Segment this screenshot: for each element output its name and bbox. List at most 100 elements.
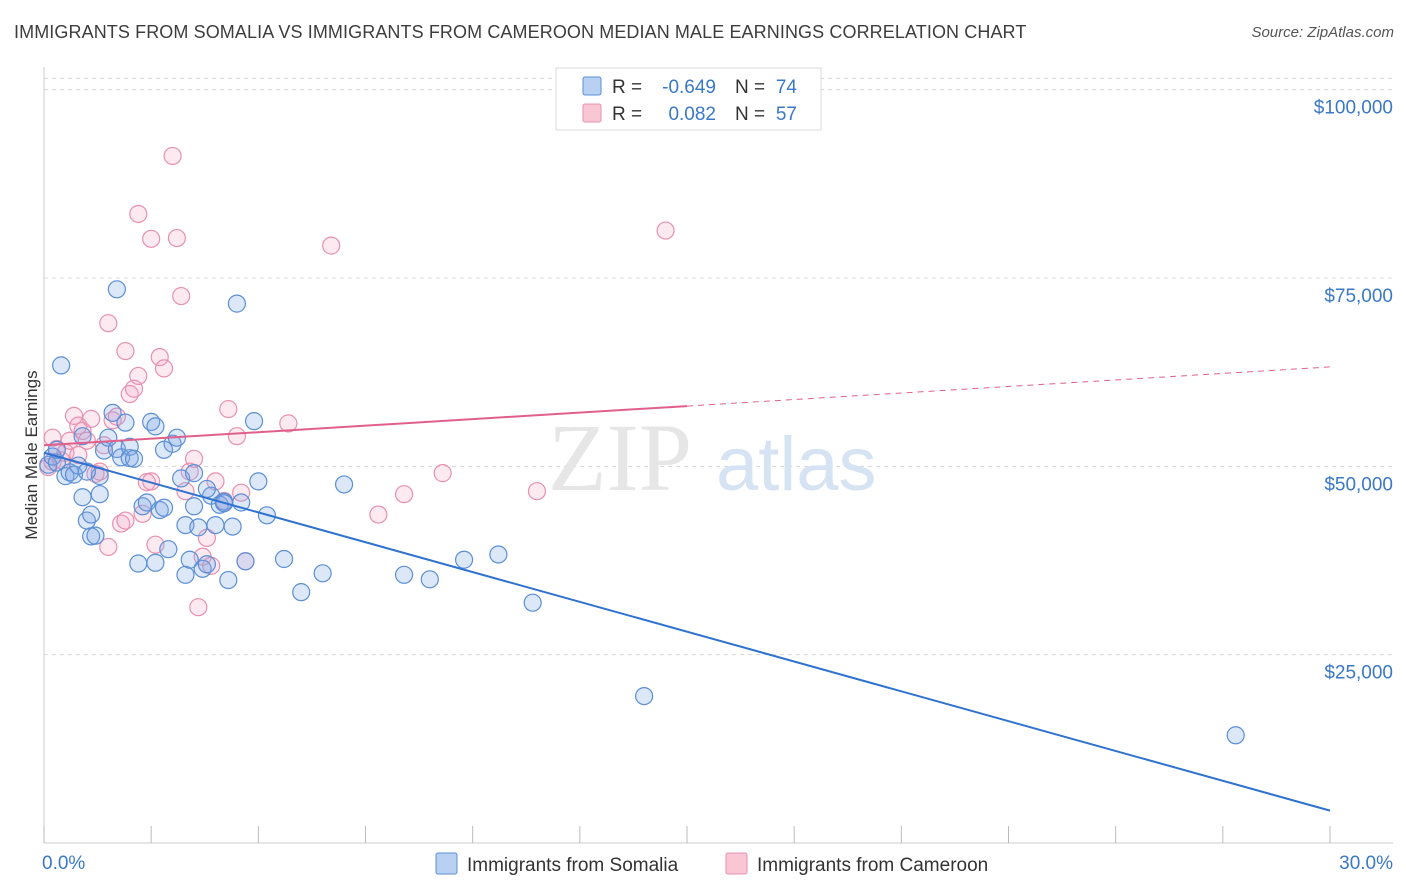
somalia-point bbox=[189, 518, 208, 537]
cameroon-point bbox=[369, 505, 388, 524]
legend-label-cameroon: Immigrants from Cameroon bbox=[757, 855, 988, 876]
stats-n-label-cameroon: N = bbox=[735, 104, 765, 125]
stats-r-label-somalia: R = bbox=[612, 77, 642, 98]
cameroon-point bbox=[322, 236, 341, 255]
cameroon-point bbox=[394, 485, 414, 504]
series-cameroon-points bbox=[39, 146, 675, 617]
cameroon-point bbox=[167, 228, 186, 248]
cameroon-point bbox=[99, 537, 118, 557]
cameroon-point bbox=[133, 504, 152, 523]
somalia-point bbox=[107, 280, 126, 299]
somalia-point bbox=[197, 555, 216, 574]
cameroon-point bbox=[150, 348, 169, 367]
stats-r-value-cameroon: 0.082 bbox=[668, 104, 716, 125]
somalia-point bbox=[154, 498, 174, 517]
somalia-point bbox=[103, 403, 122, 422]
stats-legend-swatch-somalia bbox=[582, 76, 602, 96]
somalia-point bbox=[394, 565, 414, 584]
cameroon-point bbox=[163, 146, 182, 166]
cameroon-point bbox=[154, 359, 174, 378]
cameroon-point bbox=[232, 483, 251, 502]
somalia-point bbox=[52, 356, 71, 375]
somalia-point bbox=[249, 472, 268, 491]
somalia-point bbox=[523, 593, 542, 612]
x-tick-label: 0.0% bbox=[42, 853, 85, 874]
chart-title: IMMIGRANTS FROM SOMALIA VS IMMIGRANTS FR… bbox=[14, 22, 1027, 42]
cameroon-point bbox=[142, 472, 161, 491]
cameroon-point bbox=[129, 204, 148, 224]
somalia-point bbox=[129, 554, 148, 573]
somalia-point bbox=[1226, 726, 1245, 745]
y-tick-label: $25,000 bbox=[1324, 663, 1393, 684]
stats-n-value-somalia: 74 bbox=[776, 77, 798, 98]
legend-label-somalia: Immigrants from Somalia bbox=[467, 855, 679, 876]
stats-r-label-cameroon: R = bbox=[612, 104, 642, 125]
somalia-point bbox=[206, 515, 225, 535]
cameroon-point bbox=[142, 229, 161, 248]
cameroon-point bbox=[82, 409, 101, 428]
somalia-point bbox=[73, 488, 92, 507]
somalia-point bbox=[124, 449, 144, 468]
chart-source: Source: ZipAtlas.com bbox=[1251, 24, 1394, 41]
cameroon-point bbox=[189, 598, 208, 617]
cameroon-point bbox=[129, 366, 148, 386]
somalia-point bbox=[159, 540, 178, 559]
somalia-point bbox=[489, 545, 508, 564]
y-tick-label: $75,000 bbox=[1324, 286, 1393, 307]
somalia-point bbox=[184, 497, 204, 516]
somalia-point bbox=[146, 417, 165, 436]
somalia-point bbox=[334, 475, 354, 494]
stats-n-label-somalia: N = bbox=[735, 77, 765, 98]
somalia-point bbox=[236, 552, 255, 571]
somalia-point bbox=[219, 570, 238, 590]
somalia-point bbox=[120, 437, 139, 456]
somalia-point bbox=[180, 550, 199, 569]
trendline-somalia bbox=[43, 451, 1331, 812]
trendline-cameroon-extension bbox=[686, 366, 1331, 407]
somalia-point bbox=[454, 550, 474, 569]
somalia-point bbox=[420, 570, 439, 589]
legend-swatch-somalia bbox=[435, 852, 458, 875]
stats-legend: R = -0.649 N = 74 R = 0.082 N = 57 bbox=[555, 67, 822, 131]
axes bbox=[43, 67, 1393, 844]
y-tick-label: $50,000 bbox=[1324, 474, 1393, 495]
cameroon-point bbox=[69, 445, 88, 465]
cameroon-point bbox=[99, 314, 118, 333]
x-tick-label: 30.0% bbox=[1339, 853, 1393, 874]
y-tick-label: $100,000 bbox=[1314, 98, 1393, 119]
somalia-point bbox=[227, 294, 246, 313]
somalia-point bbox=[197, 479, 216, 499]
stats-n-value-cameroon: 57 bbox=[776, 104, 797, 125]
somalia-point bbox=[313, 564, 332, 583]
watermark-atlas: atlas bbox=[716, 422, 877, 507]
tick-labels: $25,000 $50,000 $75,000 $100,000 0.0% 30.0% bbox=[42, 98, 1393, 874]
watermark: ZIP atlas bbox=[548, 404, 877, 511]
trendlines bbox=[43, 366, 1331, 812]
stats-r-value-somalia: -0.649 bbox=[662, 77, 716, 98]
somalia-point bbox=[184, 464, 204, 483]
somalia-point bbox=[86, 526, 105, 545]
stats-legend-swatch-cameroon bbox=[582, 103, 602, 123]
series-somalia-points bbox=[39, 280, 1245, 745]
cameroon-point bbox=[64, 406, 84, 425]
somalia-point bbox=[176, 565, 195, 584]
cameroon-point bbox=[433, 464, 452, 483]
somalia-point bbox=[635, 686, 654, 706]
somalia-point bbox=[82, 505, 101, 524]
cameroon-point bbox=[227, 427, 246, 446]
somalia-point bbox=[90, 485, 109, 504]
cameroon-point bbox=[172, 286, 191, 306]
series-legend: Immigrants from Somalia Immigrants from … bbox=[435, 852, 988, 876]
cameroon-point bbox=[116, 341, 135, 361]
somalia-point bbox=[274, 549, 294, 569]
somalia-point bbox=[292, 583, 311, 602]
somalia-point bbox=[77, 462, 96, 481]
cameroon-point bbox=[116, 511, 135, 530]
somalia-point bbox=[223, 517, 242, 536]
cameroon-point bbox=[43, 428, 62, 447]
cameroon-point bbox=[527, 482, 547, 501]
somalia-point bbox=[116, 413, 135, 432]
trendline-cameroon bbox=[43, 405, 688, 447]
somalia-point bbox=[146, 553, 165, 572]
